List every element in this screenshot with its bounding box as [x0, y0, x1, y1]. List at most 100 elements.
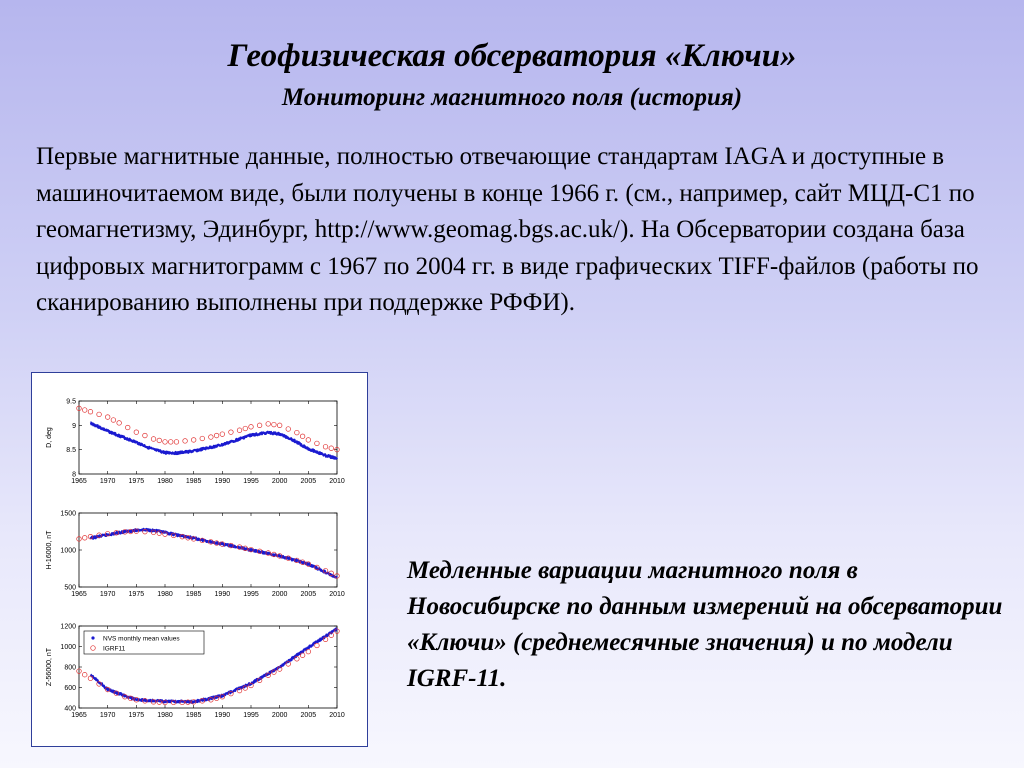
x-tick-label: 1970 — [100, 712, 116, 719]
y-axis-label: Z-56000, nT — [46, 647, 53, 686]
figure-caption: Медленные вариации магнитного поля в Нов… — [407, 557, 1003, 692]
x-tick-label: 2005 — [301, 591, 317, 598]
x-tick-label: 2000 — [272, 712, 288, 719]
plot-area — [78, 400, 338, 475]
x-tick-label: 1985 — [186, 591, 202, 598]
series-point-model — [299, 652, 306, 658]
series-point-model — [256, 548, 263, 554]
y-tick-label: 1000 — [60, 548, 76, 555]
series-point-model — [219, 541, 225, 547]
series-point-model — [170, 532, 177, 539]
series-line-observed — [89, 627, 338, 704]
y-axis-label: H-16000, nT — [46, 530, 53, 570]
series-point-model — [96, 532, 102, 538]
y-tick-label: 8 — [72, 472, 76, 479]
series-point-model — [142, 698, 148, 704]
series-point-model — [228, 429, 234, 435]
series-point-model — [82, 672, 88, 678]
series-point-model — [87, 675, 94, 681]
series-point-model — [236, 544, 243, 550]
x-tick-label: 2005 — [301, 478, 317, 485]
series-point-model — [256, 422, 263, 428]
legend-label-observed: NVS monthly mean values — [103, 636, 180, 643]
series-point-model — [133, 697, 139, 703]
chart-legend: NVS monthly mean values IGRF11 — [83, 630, 205, 655]
series-point-model — [116, 420, 122, 426]
series-point-model — [127, 528, 134, 535]
slide-title: Геофизическая обсерватория «Ключи» — [227, 38, 797, 74]
x-tick-label: 2005 — [301, 712, 317, 719]
series-point-model — [271, 669, 277, 675]
legend-marker-model — [90, 645, 96, 651]
series-point-model — [113, 690, 119, 696]
series-point-model — [96, 411, 102, 418]
series-point-model — [156, 530, 162, 536]
series-point-model — [150, 699, 157, 705]
series-point-model — [328, 632, 334, 638]
series-point-model — [105, 414, 111, 420]
chart-svg: 1965 1970 1975 1980 1985 1990 1995 2000 2005 2010… — [46, 399, 345, 720]
x-tick-label: 2000 — [272, 591, 288, 598]
series-point-model — [242, 425, 248, 432]
series-point-model — [199, 537, 205, 544]
series-point-model — [334, 573, 340, 579]
x-tick-label: 2010 — [329, 591, 345, 598]
series-point-model — [265, 672, 271, 678]
y-tick-label: 9 — [72, 423, 76, 430]
x-tick-label: 1980 — [157, 478, 173, 485]
x-tick-label: 2010 — [329, 478, 345, 485]
legend-label-model: IGRF11 — [103, 646, 126, 653]
series-point-model — [208, 434, 214, 440]
series-point-model — [265, 421, 271, 427]
series-point-model — [208, 539, 214, 545]
series-point-model — [76, 405, 82, 411]
x-tick-label: 1995 — [243, 712, 259, 719]
series-point-model — [82, 535, 88, 541]
series-point-model — [256, 677, 263, 683]
series-point-model — [242, 545, 248, 551]
series-point-model — [76, 668, 82, 674]
series-line-observed — [89, 527, 338, 579]
series-point-model — [185, 535, 191, 541]
x-tick-label: 1985 — [186, 478, 202, 485]
series-point-model — [248, 682, 254, 689]
series-point-model — [162, 439, 168, 445]
x-tick-label: 1975 — [129, 478, 145, 485]
series-point-model — [305, 437, 311, 443]
series-point-model — [168, 439, 174, 445]
series-point-model — [322, 636, 329, 642]
series-point-model — [122, 529, 128, 535]
chart-panel-2: 1965 1970 1975 1980 1985 1990 1995 2000 2005 2010… — [46, 511, 345, 599]
series-point-model — [82, 407, 88, 413]
series-point-model — [271, 551, 277, 558]
series-point-model — [219, 431, 225, 437]
x-tick-label: 1965 — [71, 591, 87, 598]
series-point-model — [213, 432, 220, 439]
y-tick-label: 800 — [64, 665, 76, 672]
series-point-model — [76, 536, 82, 542]
series-point-model — [173, 439, 180, 445]
series-point-model — [328, 445, 334, 451]
series-point-model — [248, 424, 254, 430]
series-point-model — [277, 553, 283, 559]
y-tick-label: 1000 — [60, 644, 76, 651]
series-point-model — [133, 429, 139, 435]
series-point-model — [305, 648, 311, 655]
series-point-model — [133, 528, 139, 534]
series-point-model — [314, 564, 320, 571]
series-point-model — [162, 531, 168, 537]
series-point-model — [191, 437, 197, 443]
series-point-model — [248, 546, 254, 553]
series-point-model — [199, 698, 205, 704]
series-point-model — [191, 699, 197, 705]
chart-figure: 1965 1970 1975 1980 1985 1990 1995 2000 2005 2010… — [31, 372, 368, 747]
series-point-model — [285, 661, 291, 667]
series-point-model — [185, 699, 191, 705]
series-point-model — [213, 695, 220, 701]
series-point-model — [110, 417, 117, 423]
series-point-model — [285, 426, 291, 432]
series-point-model — [105, 686, 111, 693]
series-point-model — [122, 694, 128, 700]
x-tick-label: 1970 — [100, 591, 116, 598]
chart-panel-1: 1965 1970 1975 1980 1985 1990 1995 2000 2005 2010… — [46, 399, 345, 486]
